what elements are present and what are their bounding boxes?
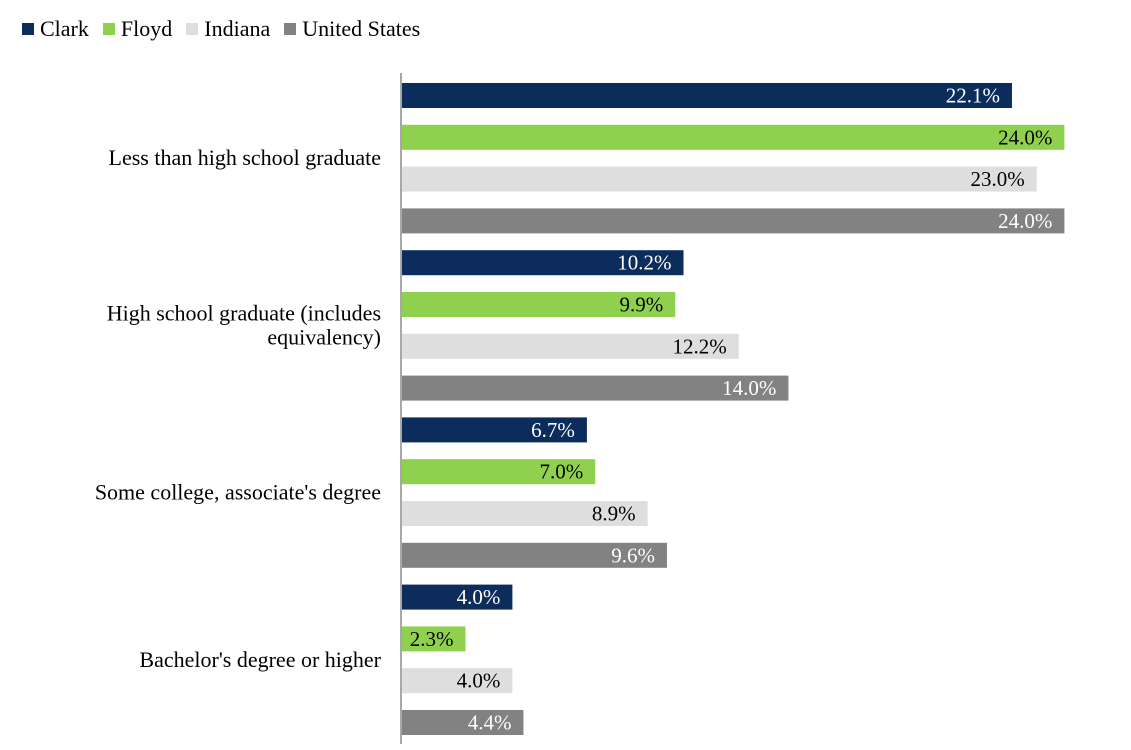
- category-label-some-college-associate-s-degree: Some college, associate's degree: [95, 480, 381, 505]
- legend-label-floyd: Floyd: [120, 16, 173, 41]
- bar-indiana-some-college-associate-s-degree: [402, 501, 648, 526]
- bar-floyd-less-than-high-school-graduate: [402, 124, 1065, 150]
- data-label-united-states-bachelor-s-degree-or-higher: 4.4%: [468, 711, 512, 735]
- data-label-clark-high-school-graduate-includes-equivalency: 10.2%: [617, 251, 671, 275]
- data-label-floyd-high-school-graduate-includes-equivalency: 9.9%: [619, 293, 663, 317]
- legend-item-floyd: Floyd: [102, 16, 173, 42]
- category-label-high-school-graduate-includes-equivalency: High school graduate (includes equivalenc…: [107, 300, 381, 349]
- bar-indiana-less-than-high-school-graduate: [402, 166, 1037, 192]
- legend-swatch-united-states: [284, 23, 297, 35]
- data-label-united-states-some-college-associate-s-degree: 9.6%: [611, 543, 655, 567]
- legend-swatch-floyd: [102, 23, 115, 35]
- bar-united-states-less-than-high-school-graduate: [402, 208, 1065, 234]
- data-label-indiana-some-college-associate-s-degree: 8.9%: [592, 502, 636, 526]
- bar-united-states-some-college-associate-s-degree: [402, 542, 667, 568]
- data-label-indiana-bachelor-s-degree-or-higher: 4.0%: [457, 669, 501, 693]
- bar-floyd-some-college-associate-s-degree: [402, 459, 596, 485]
- legend-item-united-states: United States: [284, 16, 420, 42]
- bar-clark-some-college-associate-s-degree: [402, 417, 587, 443]
- bar-indiana-bachelor-s-degree-or-higher: [402, 668, 513, 694]
- bar-clark-less-than-high-school-graduate: [402, 83, 1012, 108]
- bar-clark-bachelor-s-degree-or-higher: [402, 584, 513, 610]
- category-label-less-than-high-school-graduate: Less than high school graduate: [109, 145, 382, 170]
- bar-united-states-high-school-graduate-includes-equivalency: [402, 375, 789, 401]
- data-label-indiana-less-than-high-school-graduate: 23.0%: [971, 167, 1025, 191]
- data-label-indiana-high-school-graduate-includes-equivalency: 12.2%: [672, 334, 726, 358]
- data-label-floyd-bachelor-s-degree-or-higher: 2.3%: [410, 627, 454, 651]
- data-label-floyd-some-college-associate-s-degree: 7.0%: [539, 460, 583, 484]
- legend-swatch-indiana: [186, 23, 199, 35]
- bar-floyd-high-school-graduate-includes-equivalency: [402, 292, 676, 317]
- bar-clark-high-school-graduate-includes-equivalency: [402, 250, 684, 276]
- legend-label-united-states: United States: [302, 16, 421, 41]
- legend-swatch-clark: [22, 23, 34, 35]
- bar-floyd-bachelor-s-degree-or-higher: [402, 626, 466, 652]
- data-label-united-states-less-than-high-school-graduate: 24.0%: [998, 209, 1052, 233]
- legend-label-clark: Clark: [40, 16, 89, 41]
- legend-item-clark: Clark: [22, 16, 89, 42]
- bar-united-states-bachelor-s-degree-or-higher: [402, 710, 524, 735]
- data-label-united-states-high-school-graduate-includes-equivalency: 14.0%: [722, 376, 776, 400]
- legend-item-indiana: Indiana: [186, 16, 270, 42]
- data-label-clark-bachelor-s-degree-or-higher: 4.0%: [457, 585, 501, 609]
- data-label-clark-less-than-high-school-graduate: 22.1%: [946, 84, 1000, 108]
- legend: Clark Floyd Indiana United States: [22, 16, 434, 42]
- legend-label-indiana: Indiana: [204, 16, 271, 41]
- category-label-bachelor-s-degree-or-higher: Bachelor's degree or higher: [139, 647, 381, 672]
- bar-indiana-high-school-graduate-includes-equivalency: [402, 333, 739, 359]
- data-label-floyd-less-than-high-school-graduate: 24.0%: [998, 125, 1052, 149]
- data-label-clark-some-college-associate-s-degree: 6.7%: [531, 418, 575, 442]
